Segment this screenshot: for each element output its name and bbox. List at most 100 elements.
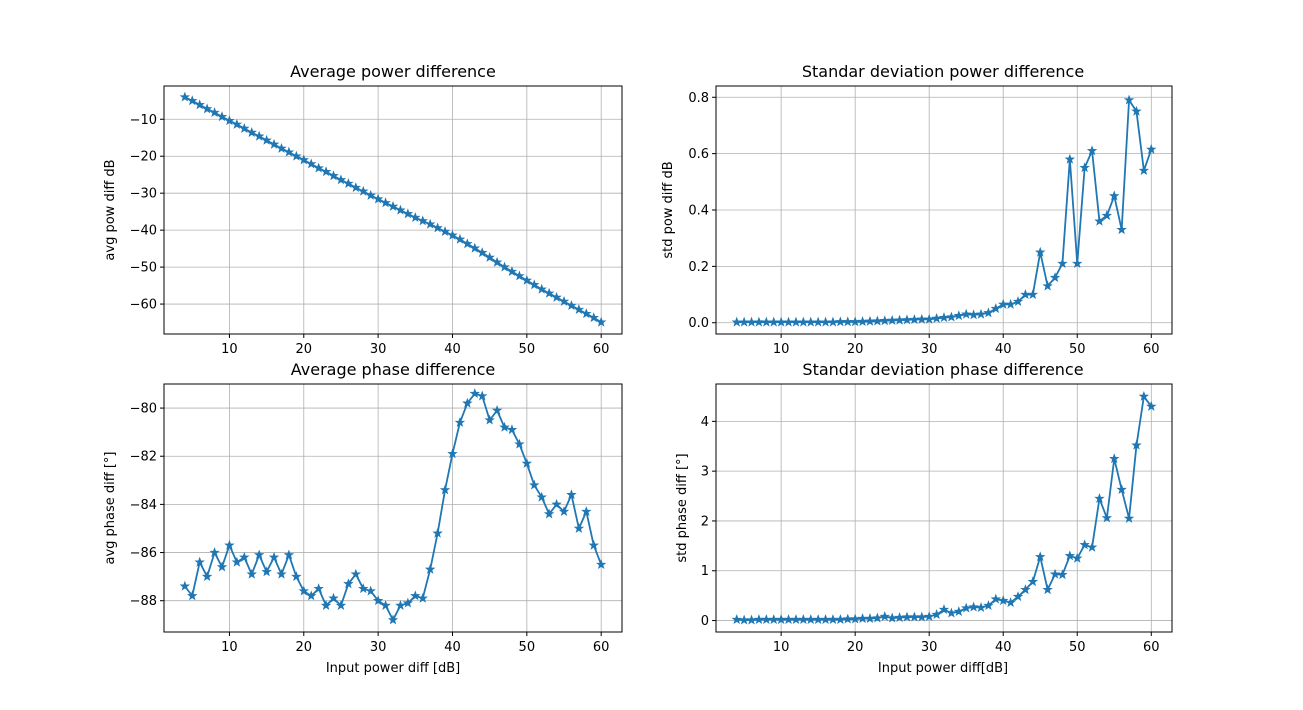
- data-point: [417, 215, 428, 226]
- data-point: [231, 118, 243, 129]
- data-point: [432, 527, 443, 538]
- data-point: [194, 556, 205, 567]
- x-tick-label: 10: [773, 640, 790, 655]
- data-point: [894, 612, 905, 622]
- data-point: [506, 424, 518, 435]
- data-point: [879, 315, 890, 326]
- x-tick-label: 20: [296, 342, 313, 357]
- data-point: [194, 99, 205, 110]
- x-tick-label: 10: [221, 342, 238, 357]
- data-point: [909, 611, 920, 622]
- y-tick-label: −30: [130, 187, 157, 202]
- data-point: [820, 316, 831, 327]
- data-point: [402, 597, 414, 608]
- data-point: [462, 238, 473, 249]
- data-point: [328, 170, 339, 181]
- panel-average-power-difference: Average power difference avg pow diff dB…: [103, 62, 623, 357]
- data-point: [298, 154, 309, 165]
- data-point: [261, 134, 272, 145]
- data-point: [179, 580, 191, 591]
- data-point: [320, 600, 332, 610]
- data-point: [491, 256, 503, 267]
- data-point: [916, 611, 928, 622]
- data-point: [1079, 162, 1090, 173]
- data-point: [595, 559, 607, 570]
- data-point: [239, 551, 250, 562]
- data-point: [768, 614, 779, 624]
- data-point: [1131, 105, 1142, 116]
- data-point: [350, 182, 362, 193]
- data-point: [216, 111, 228, 122]
- x-tick-label: 20: [847, 342, 864, 357]
- data-point: [1012, 296, 1024, 307]
- data-point: [1035, 551, 1046, 562]
- data-point: [842, 613, 853, 624]
- y-tick-label: 0: [701, 614, 709, 629]
- data-point: [573, 522, 585, 533]
- x-tick-label: 60: [1143, 640, 1160, 655]
- data-point: [946, 607, 957, 618]
- data-point: [909, 314, 920, 325]
- data-point: [543, 508, 555, 519]
- data-point: [1005, 298, 1016, 309]
- data-point: [938, 312, 950, 323]
- data-point: [283, 146, 295, 157]
- data-point: [365, 189, 376, 200]
- data-point: [960, 602, 972, 613]
- data-point: [857, 316, 868, 327]
- x-tick-label: 30: [921, 342, 938, 357]
- data-point: [209, 107, 220, 118]
- data-point: [558, 296, 570, 306]
- x-tick-label: 60: [593, 640, 610, 655]
- data-point: [514, 438, 525, 449]
- y-tick-label: 0.6: [688, 147, 709, 162]
- data-point: [990, 303, 1002, 314]
- data-point: [975, 308, 987, 319]
- y-tick-label: −88: [130, 594, 157, 609]
- data-point: [1086, 145, 1098, 156]
- data-point: [1116, 224, 1127, 235]
- data-point: [864, 613, 876, 623]
- data-point: [923, 611, 935, 621]
- data-point: [960, 308, 972, 319]
- data-point: [731, 316, 742, 327]
- data-point: [761, 316, 772, 327]
- data-point: [1012, 591, 1024, 602]
- data-point: [1027, 289, 1039, 299]
- chart-title: Average phase difference: [291, 360, 495, 379]
- data-point: [439, 226, 451, 237]
- data-point: [835, 316, 846, 327]
- data-point: [246, 127, 257, 137]
- x-tick-label: 30: [370, 342, 387, 357]
- data-point: [1042, 280, 1053, 291]
- y-axis-label: avg pow diff dB: [103, 159, 118, 260]
- data-point: [1049, 568, 1061, 579]
- data-point: [320, 166, 332, 177]
- series-line: [184, 392, 603, 621]
- data-point: [946, 311, 957, 322]
- data-point: [410, 590, 421, 601]
- data-point: [484, 252, 495, 262]
- data-point: [1116, 484, 1127, 495]
- x-tick-label: 30: [921, 640, 938, 655]
- data-point: [1035, 246, 1046, 257]
- data-point: [738, 614, 750, 625]
- y-tick-label: 2: [701, 514, 709, 529]
- x-tick-label: 30: [370, 640, 387, 655]
- data-point: [1123, 94, 1135, 105]
- data-point: [783, 614, 794, 624]
- data-point: [477, 390, 488, 401]
- data-point: [746, 614, 757, 625]
- data-point: [1020, 584, 1031, 595]
- data-point: [469, 242, 480, 253]
- data-point: [783, 316, 794, 327]
- data-point: [298, 585, 309, 596]
- data-point: [573, 304, 585, 315]
- y-tick-label: −10: [130, 113, 157, 128]
- x-tick-label: 20: [847, 640, 864, 655]
- data-point: [1049, 272, 1061, 283]
- chart-title: Standar deviation power difference: [802, 62, 1084, 81]
- data-point: [372, 193, 384, 204]
- data-point: [402, 208, 414, 219]
